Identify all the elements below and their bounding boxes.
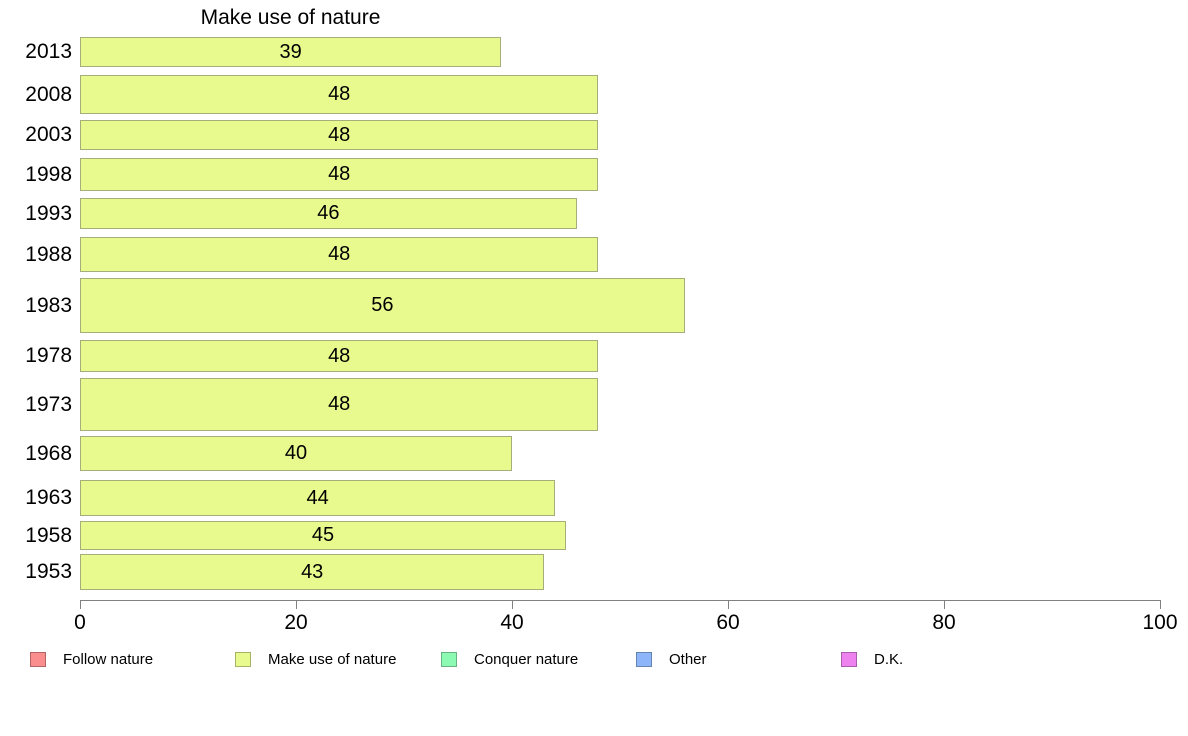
x-axis-tick [296, 600, 297, 609]
bar-1958: 45 [80, 521, 566, 550]
chart-title: Make use of nature [200, 6, 381, 29]
y-axis-category-label: 1983 [25, 294, 72, 317]
x-axis-tick [80, 600, 81, 609]
x-axis-tick-label: 80 [932, 611, 956, 634]
bar-1953: 43 [80, 554, 545, 590]
bar-row: 2013 39 [0, 37, 1188, 67]
legend-label: Other [669, 651, 707, 668]
bar-row: 1983 56 [0, 278, 1188, 333]
bar-row: 1988 48 [0, 237, 1188, 272]
bar-row: 1968 40 [0, 436, 1188, 471]
y-axis-category-label: 1963 [25, 486, 72, 509]
y-axis-category-label: 1973 [25, 393, 72, 416]
legend-item-d-k: D.K. [841, 651, 903, 668]
legend-label: D.K. [874, 651, 904, 668]
legend-swatch-icon [841, 652, 857, 667]
legend-swatch-icon [636, 652, 652, 667]
bar-row: 1998 48 [0, 158, 1188, 191]
bar-value-label: 40 [284, 442, 308, 464]
legend-label: Conquer nature [474, 651, 579, 668]
bar-2003: 48 [80, 120, 599, 150]
y-axis-category-label: 1978 [25, 344, 72, 367]
y-axis-category-label: 1958 [25, 524, 72, 547]
x-axis-tick-label: 100 [1142, 611, 1178, 634]
bar-1973: 48 [80, 378, 599, 431]
bar-row: 2008 48 [0, 75, 1188, 114]
x-axis-tick-label: 0 [74, 611, 86, 634]
legend-label: Make use of nature [268, 651, 397, 668]
bar-value-label: 48 [328, 393, 351, 415]
legend-item-follow-nature: Follow nature [30, 651, 153, 668]
x-axis-tick-label: 40 [500, 611, 524, 634]
bar-row: 1963 44 [0, 480, 1188, 516]
x-axis-tick [1160, 600, 1161, 609]
bar-1988: 48 [80, 237, 599, 272]
bar-value-label: 48 [328, 163, 351, 185]
bar-value-label: 43 [301, 561, 324, 583]
y-axis-category-label: 1993 [25, 202, 72, 225]
bar-value-label: 48 [328, 83, 351, 105]
bar-1983: 56 [80, 278, 685, 333]
bar-value-label: 56 [371, 294, 394, 316]
bar-row: 1978 48 [0, 340, 1188, 372]
x-axis-tick [728, 600, 729, 609]
x-axis-tick-label: 20 [284, 611, 308, 634]
y-axis-category-label: 2013 [25, 40, 72, 63]
bar-2008: 48 [80, 75, 599, 114]
x-axis-tick [512, 600, 513, 609]
bar-value-label: 48 [328, 124, 351, 146]
y-axis-category-label: 1968 [25, 442, 72, 465]
bar-value-label: 48 [328, 345, 351, 367]
bar-value-label: 46 [317, 202, 340, 224]
y-axis-category-label: 2008 [25, 83, 72, 106]
bar-1968: 40 [80, 436, 512, 471]
bar-1993: 46 [80, 198, 577, 229]
legend-item-make-use-of-nature: Make use of nature [235, 651, 396, 668]
bar-row: 1973 48 [0, 378, 1188, 431]
y-axis-category-label: 1953 [25, 560, 72, 583]
legend-swatch-icon [235, 652, 251, 667]
legend-swatch-icon [441, 652, 457, 667]
x-axis-tick-label: 60 [716, 611, 740, 634]
bar-value-label: 39 [279, 41, 302, 63]
bar-value-label: 44 [306, 487, 329, 509]
bar-1998: 48 [80, 158, 599, 191]
bar-row: 1958 45 [0, 521, 1188, 550]
x-axis-tick [944, 600, 945, 609]
legend-item-conquer-nature: Conquer nature [441, 651, 578, 668]
legend-swatch-icon [30, 652, 46, 667]
bar-row: 2003 48 [0, 120, 1188, 150]
x-axis-line [80, 600, 1161, 601]
bar-1978: 48 [80, 340, 599, 372]
bar-value-label: 45 [311, 524, 335, 546]
bar-row: 1953 43 [0, 554, 1188, 590]
legend-label: Follow nature [63, 651, 154, 668]
y-axis-category-label: 2003 [25, 123, 72, 146]
y-axis-category-label: 1998 [25, 163, 72, 186]
bar-row: 1993 46 [0, 198, 1188, 229]
y-axis-category-label: 1988 [25, 243, 72, 266]
bar-1963: 44 [80, 480, 556, 516]
bar-2013: 39 [80, 37, 502, 67]
legend-item-other: Other [636, 651, 707, 668]
bar-value-label: 48 [328, 243, 351, 265]
